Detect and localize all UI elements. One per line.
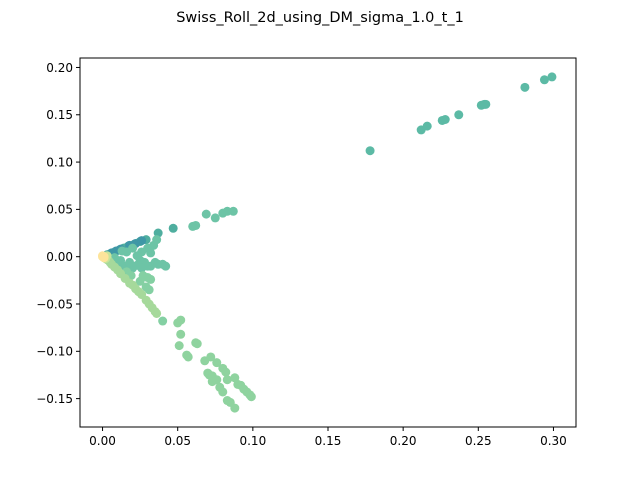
y-tick-label: −0.10 — [36, 345, 73, 359]
data-point — [212, 358, 222, 368]
data-point — [173, 318, 183, 328]
x-tick-label: 0.05 — [164, 434, 191, 448]
y-axis: −0.15 −0.10 −0.05 0.00 0.05 0.10 0.15 0.20 — [36, 61, 80, 406]
data-point — [218, 387, 228, 397]
data-point — [221, 367, 231, 377]
data-point — [125, 257, 135, 267]
y-tick-label: −0.15 — [36, 392, 73, 406]
data-point — [454, 110, 464, 120]
data-point — [158, 316, 168, 326]
x-tick-label: 0.15 — [315, 434, 342, 448]
data-point — [201, 209, 211, 219]
y-tick-label: 0.00 — [46, 250, 73, 264]
data-point — [230, 403, 240, 413]
scatter-points — [98, 72, 557, 413]
x-tick-label: 0.20 — [390, 434, 417, 448]
data-point — [168, 223, 178, 233]
data-point — [539, 75, 549, 85]
data-point — [440, 115, 450, 124]
data-point — [132, 260, 142, 270]
y-tick-label: 0.05 — [46, 203, 73, 217]
data-point — [174, 341, 184, 351]
x-tick-label: 0.10 — [239, 434, 266, 448]
x-tick-label: 0.25 — [465, 434, 492, 448]
x-tick-label: 0.00 — [89, 434, 116, 448]
chart-title: Swiss_Roll_2d_using_DM_sigma_1.0_t_1 — [176, 10, 464, 26]
data-point — [146, 274, 156, 284]
y-tick-label: 0.20 — [46, 61, 73, 75]
y-tick-label: 0.15 — [46, 108, 73, 122]
data-point — [365, 146, 375, 156]
x-axis: 0.00 0.05 0.10 0.15 0.20 0.25 0.30 — [89, 427, 567, 448]
data-point — [212, 375, 222, 385]
data-point — [547, 72, 557, 82]
data-point — [228, 206, 238, 216]
data-point — [222, 375, 232, 385]
data-point — [246, 392, 256, 402]
data-point — [161, 261, 171, 271]
data-point — [520, 82, 530, 92]
data-point — [144, 285, 154, 295]
data-point — [128, 243, 138, 253]
data-point — [99, 253, 109, 263]
data-point — [176, 329, 186, 339]
data-point — [191, 220, 201, 230]
data-point — [206, 352, 216, 362]
data-point — [481, 99, 491, 109]
data-point — [135, 276, 145, 286]
data-point — [137, 236, 147, 246]
y-tick-label: −0.05 — [36, 297, 73, 311]
data-point — [192, 339, 202, 349]
data-point — [210, 213, 220, 223]
data-point — [422, 121, 432, 131]
data-point — [183, 352, 193, 362]
data-point — [146, 248, 156, 258]
data-point — [117, 246, 127, 256]
y-tick-label: 0.10 — [46, 155, 73, 169]
x-tick-label: 0.30 — [540, 434, 567, 448]
